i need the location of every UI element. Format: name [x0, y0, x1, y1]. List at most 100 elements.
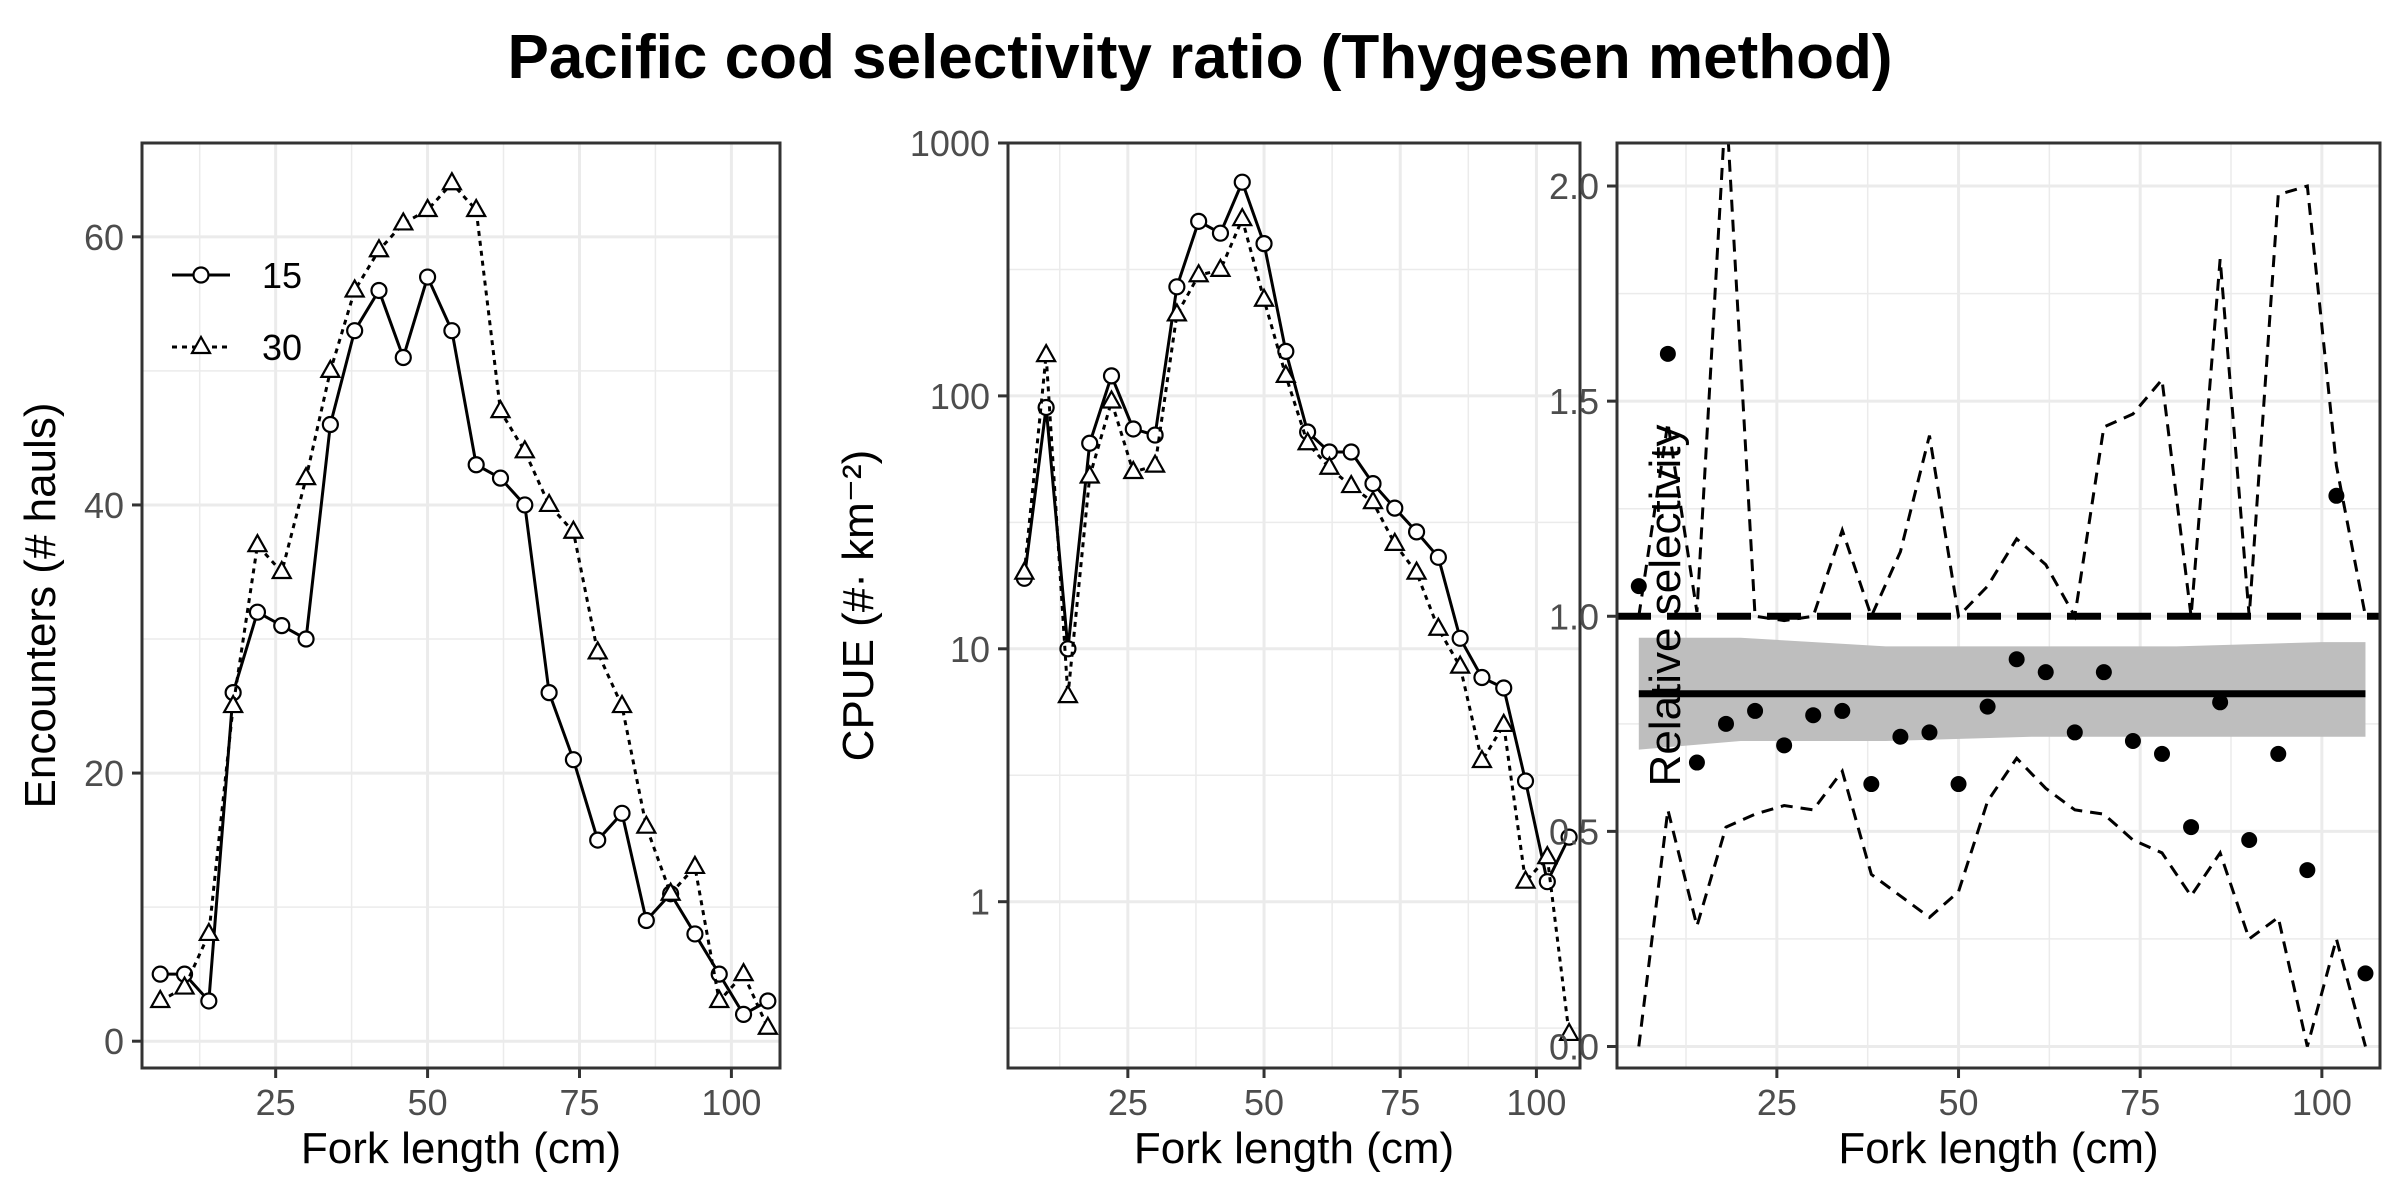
y-tick-label: 0.5: [1549, 811, 1599, 852]
point-30: [1383, 531, 1406, 551]
point-30: [441, 170, 463, 191]
point-15: [273, 617, 291, 635]
selectivity-point: [2270, 745, 2287, 762]
x-axis-title: Fork length (cm): [1838, 1124, 2158, 1173]
selectivity-point: [1688, 754, 1705, 771]
point-15: [1168, 278, 1186, 296]
series-line-15: [1022, 178, 1571, 887]
point-15: [1102, 367, 1121, 385]
point-30: [708, 988, 731, 1009]
selectivity-point: [2357, 965, 2374, 982]
point-15: [1429, 548, 1447, 566]
x-tick-label: 75: [1380, 1082, 1420, 1123]
point-15: [248, 603, 267, 621]
point-30: [319, 358, 342, 378]
panel-border: [1615, 141, 2382, 1070]
legend-key-marker: [190, 334, 212, 355]
point-30: [1362, 489, 1384, 510]
selectivity-point: [1805, 707, 1822, 724]
point-30: [562, 519, 585, 539]
point-15: [759, 992, 777, 1010]
point-15: [1211, 224, 1230, 242]
series-line-15: [160, 272, 769, 1017]
y-tick-label: 2.0: [1549, 166, 1599, 207]
point-15: [467, 456, 485, 474]
point-15: [443, 322, 461, 340]
point-15: [1255, 235, 1273, 253]
point-30: [1122, 459, 1145, 480]
point-30: [1253, 287, 1275, 307]
point-30: [513, 439, 536, 459]
selectivity-point: [2124, 733, 2141, 750]
point-15: [1451, 629, 1469, 647]
point-30: [270, 559, 293, 580]
point-15: [613, 804, 631, 822]
selectivity-point: [1921, 724, 1938, 741]
selectivity-point: [1630, 578, 1647, 595]
x-tick-label: 100: [2292, 1082, 2352, 1123]
point-30: [489, 398, 512, 419]
point-30: [1427, 616, 1450, 636]
point-30: [1078, 464, 1101, 484]
panel-border: [1006, 141, 1582, 1070]
x-tick-label: 25: [256, 1082, 296, 1123]
figure-title: Pacific cod selectivity ratio (Thygesen …: [507, 23, 1893, 92]
point-30: [1209, 257, 1232, 277]
point-30: [611, 693, 633, 714]
point-15: [1190, 212, 1208, 230]
point-15: [686, 925, 704, 943]
point-15: [1495, 679, 1513, 697]
legend-label: 15: [262, 255, 302, 296]
y-tick-label: 40: [84, 485, 124, 526]
point-15: [1124, 420, 1142, 438]
point-30: [1558, 1021, 1580, 1042]
point-30: [1405, 560, 1428, 580]
y-axis-title: Relative selectivity: [1641, 425, 1690, 787]
point-15: [1407, 523, 1426, 541]
selectivity-point: [1979, 698, 1996, 715]
selectivity-point: [1659, 345, 1676, 362]
point-30: [222, 693, 245, 714]
point-15: [1233, 173, 1251, 191]
point-30: [586, 640, 609, 660]
panel-3: [1607, 141, 2382, 1078]
point-30: [295, 465, 317, 486]
point-30: [684, 854, 706, 875]
point-15: [370, 281, 388, 300]
point-30: [1492, 712, 1515, 733]
x-tick-label: 50: [408, 1082, 448, 1123]
selectivity-point: [1892, 728, 1909, 745]
point-15: [321, 415, 339, 434]
selectivity-point: [2183, 819, 2200, 836]
y-tick-label: 60: [84, 217, 124, 258]
point-15: [1364, 475, 1382, 493]
point-30: [197, 921, 220, 942]
x-tick-label: 100: [701, 1082, 761, 1123]
x-tick-label: 25: [1108, 1082, 1148, 1123]
x-tick-label: 25: [1757, 1082, 1797, 1123]
point-30: [538, 492, 560, 513]
point-15: [151, 965, 169, 983]
point-15: [491, 469, 510, 487]
point-15: [394, 348, 412, 367]
y-tick-label: 1: [970, 882, 990, 923]
point-15: [418, 268, 437, 286]
x-tick-label: 50: [1244, 1082, 1284, 1123]
point-30: [732, 961, 755, 982]
x-axis-title: Fork length (cm): [1134, 1124, 1454, 1173]
point-30: [173, 975, 196, 995]
legend-label: 30: [262, 327, 302, 368]
point-30: [756, 1015, 779, 1035]
y-tick-label: 0: [104, 1021, 124, 1062]
selectivity-point: [2037, 664, 2054, 681]
point-30: [1514, 869, 1537, 889]
point-15: [1560, 828, 1578, 846]
panel-2: [998, 141, 1582, 1078]
point-30: [659, 881, 682, 901]
point-15: [1342, 443, 1360, 461]
point-15: [516, 496, 534, 514]
y-axis-title: Encounters (# hauls): [16, 403, 65, 809]
point-15: [346, 322, 364, 340]
x-tick-label: 75: [2120, 1082, 2160, 1123]
